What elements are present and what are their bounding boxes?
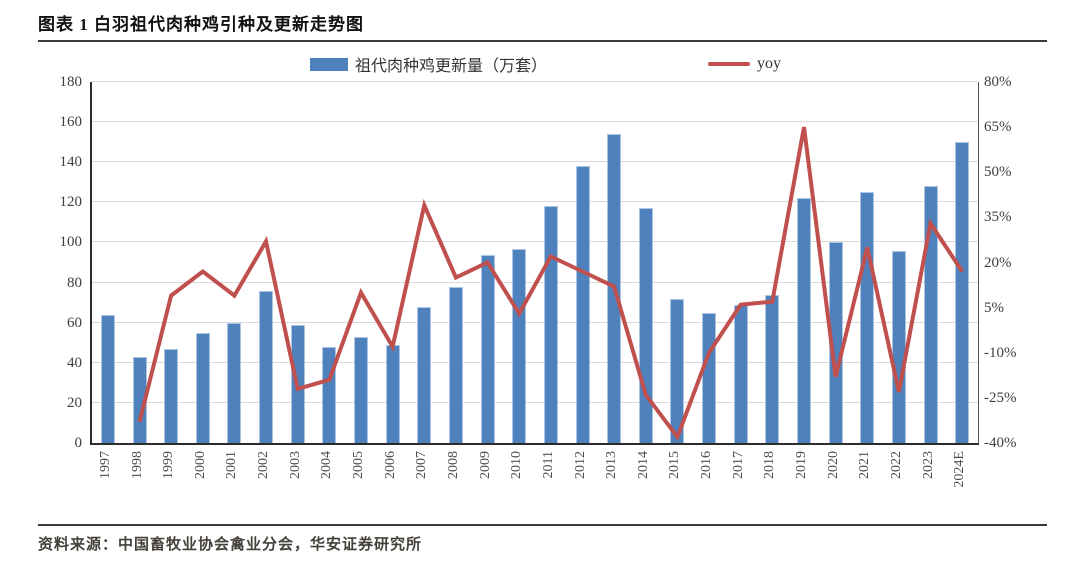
gridline: [92, 401, 978, 403]
bar-2019: [797, 198, 811, 443]
x-axis-tick-label: 2024E: [952, 451, 968, 488]
gridline: [92, 241, 978, 243]
x-axis-tick-label: 2021: [857, 451, 873, 479]
x-axis-tick-label: 2003: [287, 451, 303, 479]
y-axis-left-tick-label: 100: [59, 234, 83, 251]
y-axis-left-tick-label: 20: [67, 394, 82, 411]
legend-item-bar-series: 祖代肉种鸡更新量（万套）: [310, 54, 548, 75]
chart: 祖代肉种鸡更新量（万套） yoy 0 20 40 60 80 100 120 140 160 18…: [0, 46, 1080, 516]
y-axis-right-tick-label: -10%: [984, 344, 1017, 361]
gridline: [92, 81, 978, 82]
bar-1997: [100, 314, 115, 443]
x-axis-tick-label: 2001: [224, 451, 240, 479]
legend-label: yoy: [757, 55, 781, 72]
x-axis-tick-label: 2006: [382, 451, 398, 479]
y-axis-left-tick-label: 160: [59, 114, 83, 131]
y-axis-right-tick-label: 35%: [984, 209, 1012, 226]
figure-title: 图表 1 白羽祖代肉种鸡引种及更新走势图: [38, 15, 364, 34]
gridline: [92, 121, 978, 123]
bar-2005: [354, 336, 368, 443]
x-axis-tick-label: 1998: [129, 451, 145, 479]
gridline: [92, 361, 978, 363]
x-axis-tick-label: 1997: [97, 451, 113, 479]
x-axis-tick-label: 2014: [635, 451, 651, 479]
source-divider: [38, 524, 1047, 526]
bar-2015: [670, 298, 685, 443]
y-axis-right-tick-label: -25%: [984, 389, 1017, 406]
bar-1999: [164, 348, 179, 443]
y-axis-right-tick-label: 65%: [984, 119, 1012, 136]
bar-2002: [259, 290, 273, 443]
bar-2001: [227, 322, 242, 443]
x-axis-tick-label: 2016: [699, 451, 714, 479]
y-axis-right-tick-label: -40%: [984, 435, 1017, 451]
x-axis-tick-label: 2011: [540, 451, 556, 479]
bar-2009: [480, 254, 495, 443]
x-axis-tick-label: 2008: [445, 451, 461, 479]
gridline: [92, 161, 978, 163]
y-axis-left-tick-label: 60: [67, 314, 82, 331]
x-axis-tick-label: 2007: [414, 451, 430, 479]
y-axis-right-tick-label: 50%: [984, 164, 1012, 181]
gridline: [92, 201, 978, 203]
y-axis-left-tick-label: 120: [59, 194, 83, 211]
yoy-line-layer: [137, 126, 964, 442]
x-axis-tick-label: 2000: [192, 451, 208, 479]
bar-2012: [575, 166, 590, 443]
x-axis-tick-label: 2020: [825, 451, 841, 479]
y-axis-left-tick-label: 0: [74, 435, 83, 451]
bar-2000: [195, 332, 210, 443]
bar-series-swatch-icon: [310, 57, 348, 71]
source-note: 资料来源：中国畜牧业协会禽业分会，华安证券研究所: [38, 537, 423, 553]
y-axis-left-tick-label: 140: [59, 154, 83, 171]
title-divider: [38, 40, 1047, 42]
x-axis-tick-label: 1999: [161, 451, 177, 479]
y-axis-left-tick-label: 180: [59, 74, 83, 90]
x-axis-tick-label: 2022: [888, 451, 904, 479]
y-axis-right-tick-label: 20%: [984, 254, 1012, 271]
x-axis-tick-label: 2017: [730, 451, 746, 479]
bar-2007: [417, 306, 432, 443]
x-axis-tick-label: 2012: [572, 451, 588, 479]
x-axis-tick-label: 2023: [920, 451, 936, 479]
plot-area: [90, 81, 979, 445]
gridline: [92, 321, 978, 323]
legend-item-yoy-series: yoy: [708, 54, 781, 74]
x-axis-tick-label: 2004: [319, 451, 335, 479]
y-axis-right-tick-label: 5%: [984, 299, 1004, 316]
line-series-swatch-icon: [708, 62, 750, 66]
x-axis-tick-label: 2010: [509, 451, 525, 479]
x-axis-tick-label: 2002: [256, 451, 271, 479]
y-axis-left-tick-label: 80: [67, 274, 82, 291]
bar-2010: [512, 248, 527, 443]
legend-label: 祖代肉种鸡更新量（万套）: [355, 58, 548, 75]
yoy-line: [137, 126, 964, 442]
x-axis-tick-label: 2019: [794, 451, 809, 479]
bar-2024E: [955, 142, 970, 443]
bar-2008: [448, 286, 463, 443]
y-axis-left-tick-label: 40: [67, 354, 82, 371]
y-axis-right-tick-label: 80%: [984, 74, 1012, 90]
x-axis-tick-label: 2005: [351, 451, 366, 479]
x-axis-tick-label: 2018: [762, 451, 778, 479]
x-axis-tick-label: 2009: [477, 451, 493, 479]
x-axis-tick-label: 2015: [667, 451, 683, 479]
x-axis-tick-label: 2013: [604, 451, 620, 479]
